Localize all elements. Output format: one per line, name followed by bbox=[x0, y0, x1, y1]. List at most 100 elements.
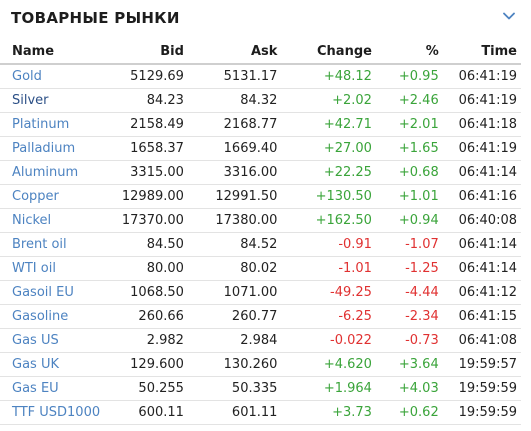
commodity-table: Name Bid Ask Change % Time Gold 5129.69 51… bbox=[0, 39, 521, 425]
table-row[interactable]: Silver 84.23 84.32 +2.02 +2.46 06:41:19 bbox=[0, 88, 521, 113]
table-row[interactable]: Palladium 1658.37 1669.40 +27.00 +1.65 06:41:… bbox=[0, 136, 521, 161]
table-row[interactable]: Gas UK 129.600 130.260 +4.620 +3.64 19:59:57 bbox=[0, 352, 521, 377]
column-header-time[interactable]: Time bbox=[438, 39, 521, 65]
table-row[interactable]: Nickel 17370.00 17380.00 +162.50 +0.94 06:40:… bbox=[0, 208, 521, 233]
cell-ask: 50.335 bbox=[183, 376, 278, 401]
cell-bid: 17370.00 bbox=[115, 208, 184, 233]
cell-name: WTI oil bbox=[0, 256, 116, 281]
commodity-link[interactable]: Gasoline bbox=[12, 309, 69, 324]
cell-percent: +2.46 bbox=[371, 88, 439, 113]
table-body: Gold 5129.69 5131.17 +48.12 +0.95 06:41:19 Sil… bbox=[0, 64, 521, 425]
commodity-link[interactable]: Gas UK bbox=[12, 357, 59, 372]
table-row[interactable]: Gas EU 50.255 50.335 +1.964 +4.03 19:59:59 bbox=[0, 376, 521, 401]
widget-title: ТОВАРНЫЕ РЫНКИ bbox=[11, 9, 180, 27]
cell-change: +2.02 bbox=[277, 88, 372, 113]
commodity-link[interactable]: WTI oil bbox=[12, 261, 56, 276]
table-row[interactable]: Aluminum 3315.00 3316.00 +22.25 +0.68 06:41:1… bbox=[0, 160, 521, 185]
column-header-percent[interactable]: % bbox=[371, 39, 439, 65]
cell-time: 19:59:59 bbox=[438, 400, 521, 425]
table-row[interactable]: Gasoil EU 1068.50 1071.00 -49.25 -4.44 06:41:… bbox=[0, 280, 521, 305]
cell-percent: -0.73 bbox=[371, 328, 439, 353]
cell-bid: 84.23 bbox=[115, 88, 184, 113]
cell-name: Gold bbox=[0, 64, 116, 89]
cell-time: 19:59:59 bbox=[438, 376, 521, 401]
table-row[interactable]: Brent oil 84.50 84.52 -0.91 -1.07 06:41:14 bbox=[0, 232, 521, 257]
cell-name: Gas US bbox=[0, 328, 116, 353]
cell-ask: 17380.00 bbox=[183, 208, 278, 233]
cell-percent: +0.62 bbox=[371, 400, 439, 425]
table-row[interactable]: TTF USD1000 600.11 601.11 +3.73 +0.62 19:59:5… bbox=[0, 400, 521, 425]
cell-bid: 84.50 bbox=[115, 232, 184, 257]
cell-change: +42.71 bbox=[277, 112, 372, 137]
table-row[interactable]: Gold 5129.69 5131.17 +48.12 +0.95 06:41:19 bbox=[0, 64, 521, 89]
cell-change: +3.73 bbox=[277, 400, 372, 425]
commodity-link[interactable]: Gas EU bbox=[12, 381, 59, 396]
cell-change: +27.00 bbox=[277, 136, 372, 161]
commodity-link[interactable]: Brent oil bbox=[12, 237, 67, 252]
cell-change: +1.964 bbox=[277, 376, 372, 401]
commodity-link[interactable]: Silver bbox=[12, 93, 49, 108]
cell-time: 06:41:14 bbox=[438, 232, 521, 257]
cell-ask: 2168.77 bbox=[183, 112, 278, 137]
table-row[interactable]: Platinum 2158.49 2168.77 +42.71 +2.01 06:41:1… bbox=[0, 112, 521, 137]
cell-bid: 129.600 bbox=[115, 352, 184, 377]
cell-ask: 5131.17 bbox=[183, 64, 278, 89]
cell-percent: -4.44 bbox=[371, 280, 439, 305]
cell-ask: 84.52 bbox=[183, 232, 278, 257]
commodity-link[interactable]: Platinum bbox=[12, 117, 70, 132]
table-row[interactable]: Gasoline 260.66 260.77 -6.25 -2.34 06:41:15 bbox=[0, 304, 521, 329]
commodity-link[interactable]: Palladium bbox=[12, 141, 76, 156]
cell-time: 19:59:57 bbox=[438, 352, 521, 377]
cell-name: Nickel bbox=[0, 208, 116, 233]
cell-time: 06:41:08 bbox=[438, 328, 521, 353]
commodity-link[interactable]: TTF USD1000 bbox=[12, 405, 101, 420]
cell-time: 06:40:08 bbox=[438, 208, 521, 233]
cell-name: Copper bbox=[0, 184, 116, 209]
cell-percent: +1.01 bbox=[371, 184, 439, 209]
cell-time: 06:41:18 bbox=[438, 112, 521, 137]
cell-time: 06:41:15 bbox=[438, 304, 521, 329]
table-row[interactable]: Gas US 2.982 2.984 -0.022 -0.73 06:41:08 bbox=[0, 328, 521, 353]
cell-percent: +3.64 bbox=[371, 352, 439, 377]
cell-bid: 600.11 bbox=[115, 400, 184, 425]
commodity-link[interactable]: Gold bbox=[12, 69, 42, 84]
table-header-row: Name Bid Ask Change % Time bbox=[0, 39, 521, 65]
cell-percent: +0.94 bbox=[371, 208, 439, 233]
cell-ask: 1071.00 bbox=[183, 280, 278, 305]
cell-bid: 5129.69 bbox=[115, 64, 184, 89]
commodity-link[interactable]: Gasoil EU bbox=[12, 285, 74, 300]
cell-time: 06:41:19 bbox=[438, 136, 521, 161]
cell-name: Platinum bbox=[0, 112, 116, 137]
chevron-down-icon[interactable] bbox=[501, 8, 517, 24]
cell-ask: 2.984 bbox=[183, 328, 278, 353]
commodity-link[interactable]: Copper bbox=[12, 189, 59, 204]
column-header-change[interactable]: Change bbox=[277, 39, 372, 65]
column-header-ask[interactable]: Ask bbox=[183, 39, 278, 65]
cell-bid: 1068.50 bbox=[115, 280, 184, 305]
column-header-name[interactable]: Name bbox=[0, 39, 116, 65]
cell-percent: +0.95 bbox=[371, 64, 439, 89]
cell-name: TTF USD1000 bbox=[0, 400, 116, 425]
cell-bid: 12989.00 bbox=[115, 184, 184, 209]
cell-ask: 130.260 bbox=[183, 352, 278, 377]
cell-percent: +0.68 bbox=[371, 160, 439, 185]
cell-name: Gas EU bbox=[0, 376, 116, 401]
cell-ask: 260.77 bbox=[183, 304, 278, 329]
table-row[interactable]: Copper 12989.00 12991.50 +130.50 +1.01 06:41:… bbox=[0, 184, 521, 209]
cell-ask: 84.32 bbox=[183, 88, 278, 113]
cell-change: +130.50 bbox=[277, 184, 372, 209]
cell-bid: 1658.37 bbox=[115, 136, 184, 161]
cell-change: -0.022 bbox=[277, 328, 372, 353]
cell-percent: -1.07 bbox=[371, 232, 439, 257]
cell-ask: 80.02 bbox=[183, 256, 278, 281]
column-header-bid[interactable]: Bid bbox=[115, 39, 184, 65]
commodity-link[interactable]: Gas US bbox=[12, 333, 59, 348]
cell-percent: +1.65 bbox=[371, 136, 439, 161]
cell-ask: 12991.50 bbox=[183, 184, 278, 209]
commodity-link[interactable]: Aluminum bbox=[12, 165, 79, 180]
commodity-link[interactable]: Nickel bbox=[12, 213, 52, 228]
cell-percent: +2.01 bbox=[371, 112, 439, 137]
table-row[interactable]: WTI oil 80.00 80.02 -1.01 -1.25 06:41:14 bbox=[0, 256, 521, 281]
cell-change: +48.12 bbox=[277, 64, 372, 89]
